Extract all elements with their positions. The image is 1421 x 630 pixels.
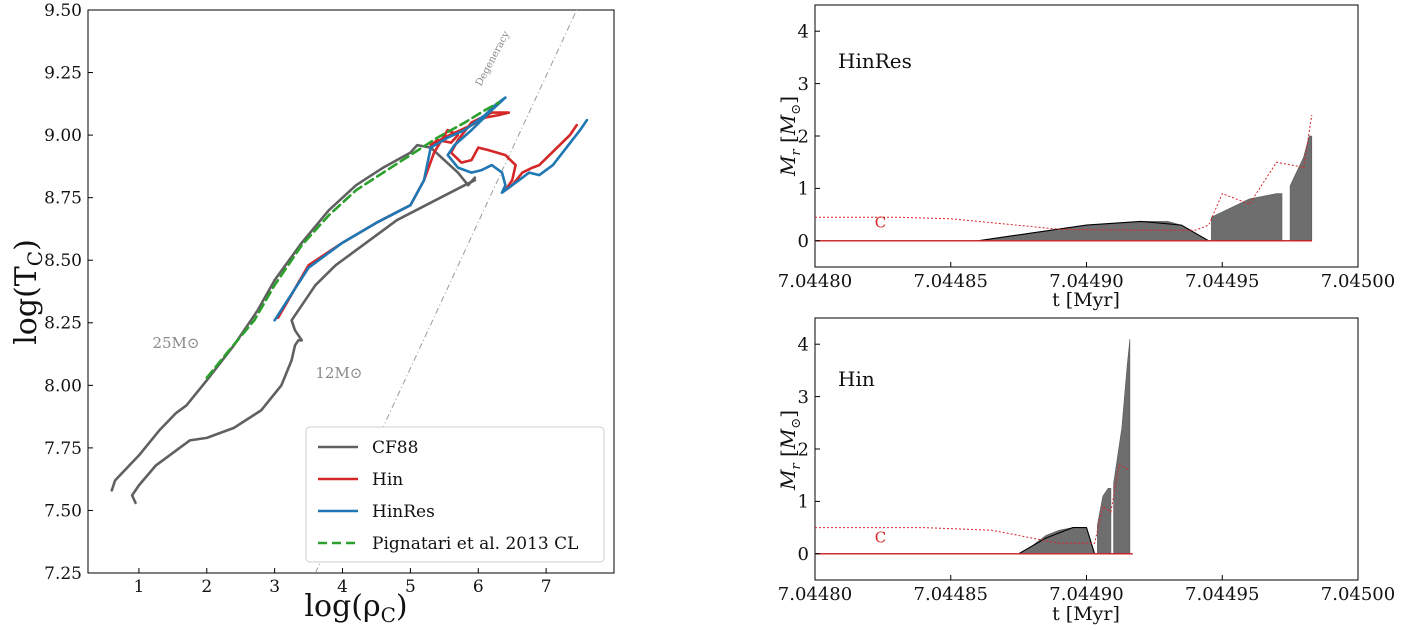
convective-regions: [977, 135, 1313, 242]
x-tick-label: 7.04480: [778, 271, 852, 292]
lines-group: [815, 114, 1313, 242]
y-tick-label: 3: [798, 74, 809, 95]
annotations: C: [875, 528, 886, 546]
legend-label: CF88: [372, 438, 418, 458]
series-line-4: [205, 101, 500, 380]
y-tick-label: 0: [798, 231, 809, 252]
annotation-1: 12M⊙: [315, 364, 362, 382]
convective-region-2: [1113, 338, 1131, 555]
right-bottom-chart: 7.04480 7.04485 7.04490 7.04495 7.04500 0 1 2 3…: [776, 317, 1395, 625]
y-tick-label: 2: [798, 439, 809, 460]
x-axis-label: log(ρC): [304, 589, 407, 627]
carbon-abundance-line: [815, 463, 1131, 544]
carbon-abundance-line: [815, 114, 1313, 231]
x-tick-label: 7.04495: [1185, 584, 1259, 605]
right-top-chart: 7.04480 7.04485 7.04490 7.04495 7.04500 0 1 2 3…: [776, 4, 1395, 311]
y-tick-label: 8.00: [44, 376, 82, 396]
y-tick-label: 8.25: [44, 314, 82, 334]
x-tick-label: 7.04490: [1049, 584, 1123, 605]
x-tick-label: 7: [541, 577, 552, 597]
y-tick-label: 2: [798, 126, 809, 147]
y-ticks: 0 1 2 3 4: [798, 335, 820, 565]
left-chart: 1 2 3 4 5 6 7 7.25 7.50 7.75 8.00 8.25 8.50 8.75 9.00…: [9, 1, 615, 627]
annotation-2: Degeneracy: [474, 29, 512, 88]
legend-label: HinRes: [372, 502, 435, 522]
x-ticks: 7.04480 7.04485 7.04490 7.04495 7.04500: [778, 262, 1395, 292]
y-tick-label: 7.25: [44, 564, 82, 584]
x-tick-label: 7.04490: [1049, 271, 1123, 292]
series-line-2: [276, 111, 578, 320]
y-tick-label: 4: [798, 22, 809, 43]
convective-region-1: [1097, 488, 1112, 555]
convective-region-0: [1017, 527, 1096, 555]
legend-label: Pignatari et al. 2013 CL: [372, 534, 578, 554]
annotation-0: C: [875, 528, 886, 546]
lines-group: [815, 463, 1133, 555]
annotations: C: [875, 214, 886, 232]
series-line-0: [110, 143, 477, 492]
y-tick-label: 9.50: [44, 1, 82, 21]
annotation-0: C: [875, 214, 886, 232]
y-tick-label: 4: [798, 335, 809, 356]
x-tick-label: 4: [337, 577, 348, 597]
convective-region-2: [1289, 135, 1313, 242]
y-axis-label: Mr [M⊙]: [776, 96, 804, 177]
x-tick-label: 7.04485: [914, 271, 988, 292]
series-line-3: [273, 96, 589, 322]
x-tick-label: 7.04500: [1321, 584, 1395, 605]
y-ticks: 0 1 2 3 4: [798, 22, 820, 252]
legend-label: Hin: [372, 470, 403, 490]
y-tick-label: 1: [798, 492, 809, 513]
x-tick-label: 7.04485: [914, 584, 988, 605]
y-tick-label: 0: [798, 544, 809, 565]
y-tick-label: 7.75: [44, 439, 82, 459]
convective-region-1: [1211, 193, 1283, 242]
y-tick-label: 8.75: [44, 189, 82, 209]
y-tick-label: 9.00: [44, 126, 82, 146]
y-axis-label: log(TC): [9, 239, 47, 345]
x-tick-label: 5: [405, 577, 416, 597]
panel-title: Hin: [838, 367, 875, 391]
convective-regions: [1017, 338, 1131, 555]
y-ticks: 7.25 7.50 7.75 8.00 8.25 8.50 8.75 9.00 9.25 9.50: [44, 1, 93, 584]
y-tick-label: 9.25: [44, 64, 82, 84]
y-tick-label: 8.50: [44, 251, 82, 271]
y-tick-label: 3: [798, 387, 809, 408]
x-axis-label: t [Myr]: [1052, 603, 1120, 625]
annotation-0: 25M⊙: [152, 334, 199, 352]
series-group: [110, 96, 589, 505]
y-tick-label: 7.50: [44, 501, 82, 521]
x-tick-label: 2: [201, 577, 212, 597]
x-ticks: 7.04480 7.04485 7.04490 7.04495 7.04500: [778, 575, 1395, 605]
series-line-1: [130, 178, 477, 505]
x-axis-label: t [Myr]: [1052, 289, 1120, 311]
x-tick-label: 1: [133, 577, 144, 597]
x-tick-label: 7.04495: [1185, 271, 1259, 292]
y-tick-label: 1: [798, 179, 809, 200]
x-tick-label: 3: [269, 577, 280, 597]
boundary-line: [815, 220, 1312, 242]
y-axis-label: Mr [M⊙]: [776, 410, 804, 491]
x-tick-label: 7.04480: [778, 584, 852, 605]
legend-box: [305, 426, 605, 563]
panel-title: HinRes: [838, 49, 912, 73]
x-tick-label: 7.04500: [1321, 271, 1395, 292]
x-ticks: 1 2 3 4 5 6 7: [133, 568, 552, 597]
legend: CF88 Hin HinRes Pignatari et al. 2013 CL: [305, 426, 605, 563]
x-tick-label: 6: [473, 577, 484, 597]
plot-frame: [87, 9, 615, 574]
